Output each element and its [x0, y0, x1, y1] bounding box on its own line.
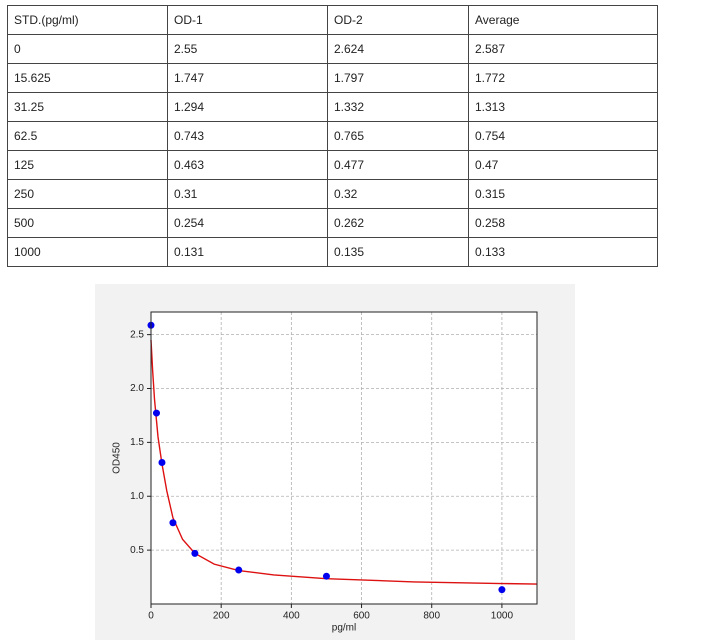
x-tick-label: 0	[148, 611, 154, 622]
table-row: 15.625 1.747 1.797 1.772	[7, 63, 658, 93]
table-cell: 2.587	[468, 34, 658, 64]
y-tick-label: 2.0	[130, 383, 144, 394]
x-tick-label: 400	[283, 611, 300, 622]
y-axis-label: OD450	[112, 442, 123, 474]
table-cell: 500	[7, 208, 168, 238]
table-cell: 0.254	[167, 208, 328, 238]
y-tick-label: 0.5	[130, 545, 144, 556]
table-cell: 0.262	[327, 208, 469, 238]
data-point	[191, 549, 199, 557]
table-row: 62.5 0.743 0.765 0.754	[7, 121, 658, 151]
table-row: 0 2.55 2.624 2.587	[7, 34, 658, 64]
table-cell: 2.624	[327, 34, 469, 64]
x-tick-label: 600	[353, 611, 370, 622]
table-cell: 0.135	[327, 237, 469, 267]
x-axis-label: pg/ml	[332, 623, 356, 634]
data-point	[169, 519, 177, 527]
table-cell: 0.133	[468, 237, 658, 267]
table-cell: 0.131	[167, 237, 328, 267]
table-row: 1000 0.131 0.135 0.133	[7, 237, 658, 267]
table-cell: Average	[468, 5, 658, 35]
y-tick-label: 1.0	[130, 491, 144, 502]
table-cell: 0.32	[327, 179, 469, 209]
plot-frame	[150, 311, 538, 605]
plot-area	[151, 312, 537, 604]
table-cell: 0.743	[167, 121, 328, 151]
x-tick-label: 1000	[491, 611, 514, 622]
table-row: 500 0.254 0.262 0.258	[7, 208, 658, 238]
table-cell: STD.(pg/ml)	[7, 5, 168, 35]
table-cell: 31.25	[7, 92, 168, 122]
data-point	[498, 586, 506, 594]
x-tick-label: 800	[423, 611, 440, 622]
data-point	[322, 572, 330, 580]
data-point	[235, 566, 243, 574]
table-cell: OD-1	[167, 5, 328, 35]
y-tick-label: 1.5	[130, 437, 144, 448]
table-cell: 1000	[7, 237, 168, 267]
data-point	[158, 459, 166, 467]
table-cell: 0.463	[167, 150, 328, 180]
header-row: STD.(pg/ml) OD-1 OD-2 Average	[7, 5, 658, 35]
table-cell: 0.765	[327, 121, 469, 151]
x-tick-label: 200	[213, 611, 230, 622]
table-cell: 1.313	[468, 92, 658, 122]
y-tick-label: 2.5	[130, 329, 144, 340]
data-point	[152, 409, 160, 417]
fit-curve	[150, 339, 538, 585]
table-cell: 1.294	[167, 92, 328, 122]
data-table: STD.(pg/ml) OD-1 OD-2 Average 0 2.55 2.624 2.58…	[7, 5, 658, 267]
